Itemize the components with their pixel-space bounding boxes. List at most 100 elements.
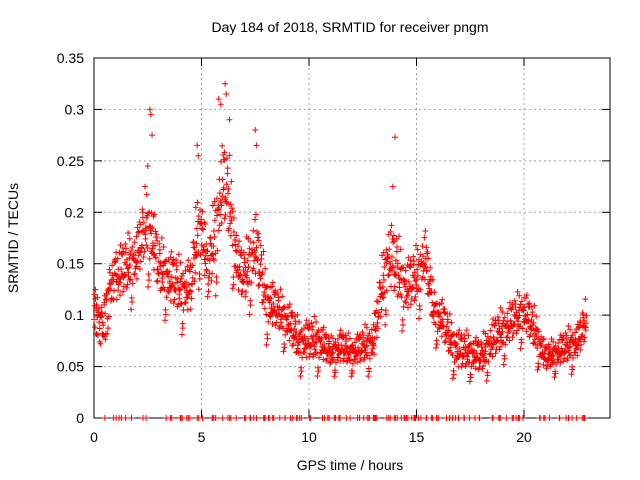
data-point: [347, 357, 354, 364]
data-point: [387, 228, 394, 235]
data-point: [176, 295, 183, 302]
data-point: [124, 265, 131, 272]
data-point: [550, 338, 557, 345]
data-point: [332, 369, 339, 376]
data-point: [424, 248, 431, 255]
data-point: [140, 219, 147, 226]
data-point: [252, 211, 259, 218]
data-point: [561, 349, 568, 356]
data-point: [396, 275, 403, 282]
data-point: [363, 324, 370, 331]
data-point: [513, 327, 520, 334]
data-point: [449, 351, 456, 358]
data-point: [187, 306, 194, 313]
data-point: [345, 330, 352, 337]
data-point: [490, 333, 497, 340]
data-point: [250, 239, 257, 246]
data-point: [170, 261, 177, 268]
data-point: [138, 245, 145, 252]
data-point: [296, 339, 303, 346]
data-point: [96, 325, 103, 332]
data-point: [230, 274, 237, 281]
data-point: [511, 297, 518, 304]
data-point: [400, 264, 407, 271]
data-point: [570, 354, 577, 361]
data-point: [194, 199, 201, 206]
data-point: [154, 237, 161, 244]
data-point: [409, 284, 416, 291]
data-point: [477, 358, 484, 365]
data-point: [156, 246, 163, 253]
data-point: [223, 155, 230, 162]
data-point: [210, 255, 217, 262]
data-point: [274, 289, 281, 296]
data-point: [319, 415, 326, 421]
data-point: [339, 334, 346, 341]
data-point: [208, 277, 215, 284]
data-point: [268, 283, 275, 290]
data-point: [404, 292, 411, 299]
data-point: [445, 327, 452, 334]
data-point: [112, 271, 119, 278]
data-point: [497, 305, 504, 312]
data-point: [397, 246, 404, 253]
data-point: [96, 319, 103, 326]
data-point: [270, 415, 277, 421]
data-point: [572, 329, 579, 336]
data-point: [285, 304, 292, 311]
data-point: [109, 262, 116, 269]
data-point: [127, 276, 134, 283]
data-point: [550, 352, 557, 359]
data-point: [158, 235, 165, 242]
data-point: [455, 330, 462, 337]
data-point: [414, 266, 421, 273]
data-point: [204, 247, 211, 254]
data-point: [142, 235, 149, 242]
data-point: [219, 176, 226, 183]
data-point: [417, 286, 424, 293]
data-point: [299, 336, 306, 343]
data-point: [457, 336, 464, 343]
data-point: [182, 267, 189, 274]
data-point: [582, 327, 589, 334]
data-point: [178, 301, 185, 308]
data-point: [314, 373, 321, 380]
data-point: [522, 294, 529, 301]
data-point: [270, 300, 277, 307]
data-point: [432, 321, 439, 328]
data-point: [433, 341, 440, 348]
data-point: [280, 348, 287, 355]
data-point: [161, 317, 168, 324]
data-point: [217, 199, 224, 206]
data-point: [328, 350, 335, 357]
data-point: [177, 259, 184, 266]
x-tick-label: 15: [409, 429, 425, 445]
chart-title: Day 184 of 2018, SRMTID for receiver png…: [211, 19, 488, 35]
data-point: [126, 235, 133, 242]
data-point: [261, 305, 268, 312]
data-point: [458, 335, 465, 342]
data-point: [518, 339, 525, 346]
y-tick-label: 0.1: [65, 307, 85, 323]
data-point: [320, 324, 327, 331]
data-point: [509, 334, 516, 341]
data-point: [227, 232, 234, 239]
data-point: [372, 310, 379, 317]
data-point: [135, 229, 142, 236]
data-point: [139, 206, 146, 213]
data-point: [195, 286, 202, 293]
data-point: [375, 298, 382, 305]
data-point: [129, 298, 136, 305]
data-point: [516, 292, 523, 299]
data-point: [439, 296, 446, 303]
data-point: [577, 319, 584, 326]
data-point: [169, 280, 176, 287]
data-point: [467, 374, 474, 381]
data-point: [374, 319, 381, 326]
data-point: [518, 298, 525, 305]
data-point: [258, 271, 265, 278]
data-point: [563, 415, 570, 421]
data-point: [400, 322, 407, 329]
data-point: [116, 279, 123, 286]
data-point: [252, 127, 259, 133]
